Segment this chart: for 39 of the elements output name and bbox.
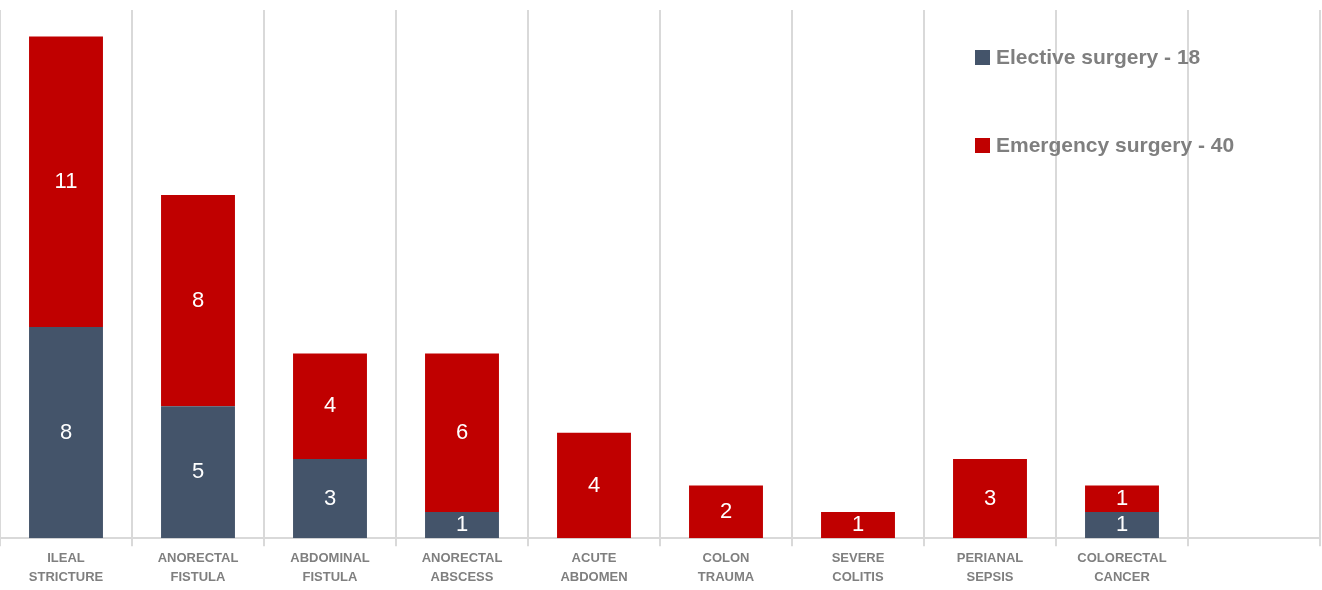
bar	[293, 459, 367, 539]
x-tick-label: COLORECTAL CANCER	[1077, 550, 1167, 585]
x-tick-label: ACUTE ABDOMEN	[560, 550, 628, 585]
bar	[689, 485, 763, 539]
x-tick-label: ANORECTAL FISTULA	[157, 550, 239, 585]
legend-label: Elective surgery - 18	[996, 45, 1201, 69]
data-label: 1	[1115, 484, 1129, 510]
bar	[425, 353, 499, 512]
bar	[821, 511, 895, 539]
data-label: 11	[54, 167, 78, 193]
data-label: 4	[587, 471, 601, 497]
data-label: 8	[59, 418, 73, 444]
bar	[29, 326, 103, 539]
data-label: 3	[983, 484, 997, 510]
bar	[557, 432, 631, 539]
bar	[1085, 485, 1159, 512]
data-label: 1	[455, 511, 469, 537]
x-tick-label: PERIANAL SEPSIS	[956, 550, 1024, 585]
x-tick-label: ANORECTAL ABSCESS	[421, 550, 503, 585]
bar	[953, 459, 1027, 539]
data-label: 2	[719, 497, 733, 523]
data-label: 5	[191, 458, 205, 484]
x-tick-label: COLON TRAUMA	[697, 550, 755, 585]
bar	[1085, 511, 1159, 539]
data-label: 1	[851, 511, 865, 537]
legend-label: Emergency surgery - 40	[996, 133, 1235, 157]
bar	[161, 406, 235, 539]
data-label: 6	[455, 418, 469, 444]
bar	[425, 511, 499, 539]
bar	[29, 36, 103, 327]
bar	[293, 353, 367, 460]
x-tick-label: ABDOMINAL FISTULA	[290, 550, 370, 585]
data-label: 3	[323, 484, 337, 510]
x-tick-label: SEVERE COLITIS	[831, 550, 885, 585]
x-tick-label: ILEAL STRICTURE	[28, 550, 104, 585]
bar	[161, 194, 235, 407]
data-label: 8	[191, 286, 205, 312]
data-label: 1	[1115, 511, 1129, 537]
data-label: 4	[323, 392, 337, 418]
